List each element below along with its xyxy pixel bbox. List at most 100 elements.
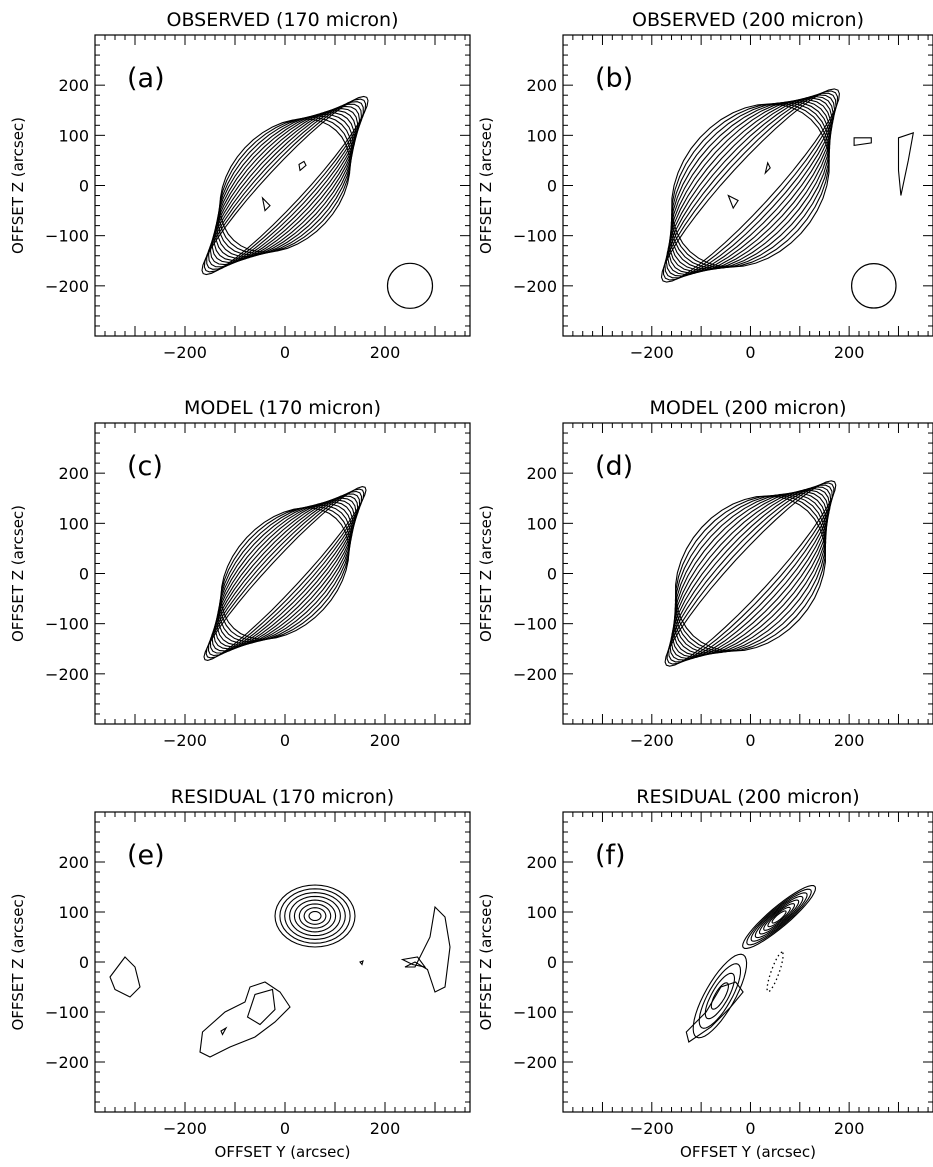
y-tick-label: 200	[58, 853, 89, 872]
x-tick-label: 0	[280, 731, 290, 750]
contour-line	[289, 895, 341, 937]
x-tick-label: 0	[280, 343, 290, 362]
y-tick-label: 100	[526, 903, 557, 922]
contour-line	[213, 110, 357, 261]
contour-line	[754, 895, 804, 939]
contour-line	[675, 495, 826, 652]
contour-line	[209, 105, 361, 266]
contour-line	[673, 491, 828, 656]
y-axis-label: OFFSET Z (arcsec)	[9, 117, 27, 254]
contour-line	[746, 888, 812, 946]
contour-line	[670, 487, 831, 660]
y-tick-label: −100	[513, 1003, 557, 1022]
x-tick-label: 0	[745, 343, 755, 362]
y-tick-label: −200	[45, 665, 89, 684]
y-axis-label: OFFSET Z (arcsec)	[477, 893, 495, 1030]
contour-line	[199, 981, 291, 1058]
contour-line	[404, 905, 451, 993]
y-axis-label: OFFSET Z (arcsec)	[9, 893, 27, 1030]
contour-line	[201, 95, 369, 276]
contour-line	[670, 101, 831, 270]
panel-title: MODEL (200 micron)	[649, 397, 846, 419]
contour-line	[671, 103, 830, 268]
panel-label: (d)	[595, 451, 633, 482]
contour-line	[218, 117, 352, 254]
contour-line	[669, 486, 832, 661]
contour-line	[669, 100, 831, 271]
x-tick-label: 200	[834, 1119, 865, 1138]
y-tick-label: 100	[58, 903, 89, 922]
contour-line	[667, 95, 834, 276]
contour-line	[758, 899, 800, 935]
y-tick-label: −100	[45, 1003, 89, 1022]
contour-line	[217, 115, 353, 256]
contour-line	[763, 903, 796, 931]
x-tick-label: 200	[370, 731, 401, 750]
x-tick-label: −200	[630, 1119, 674, 1138]
panel-title: OBSERVED (170 micron)	[167, 9, 399, 31]
contour-group	[664, 480, 837, 667]
contour-group	[203, 486, 367, 661]
contour-line	[710, 982, 729, 1010]
contour-group	[685, 885, 817, 1043]
y-axis-label: OFFSET Z (arcsec)	[9, 505, 27, 642]
y-tick-label: 200	[526, 853, 557, 872]
contour-line	[727, 194, 739, 210]
contour-line	[853, 137, 872, 147]
contour-line	[671, 102, 830, 269]
panel-title: OBSERVED (200 micron)	[632, 9, 864, 31]
contour-line	[742, 885, 817, 949]
y-tick-label: 0	[79, 953, 89, 972]
contour-line	[359, 960, 364, 966]
panel-label: (f)	[595, 840, 626, 871]
y-tick-label: 100	[58, 514, 89, 533]
y-tick-label: −100	[45, 227, 89, 246]
contour-line	[766, 951, 784, 993]
y-tick-label: 0	[547, 565, 557, 584]
panel-a: OBSERVED (170 micron) (a) −200 0 200 −200 −100…	[9, 9, 471, 362]
y-tick-label: −200	[513, 665, 557, 684]
y-tick-label: −200	[513, 277, 557, 296]
contour-line	[279, 888, 351, 944]
panel-b: OBSERVED (200 micron) (b) −200 0 200 −200 −100…	[477, 9, 933, 362]
x-tick-label: −200	[163, 731, 207, 750]
contour-line	[674, 493, 827, 654]
y-tick-label: 0	[547, 953, 557, 972]
x-tick-label: −200	[630, 343, 674, 362]
panel-label: (a)	[127, 63, 165, 94]
contour-line	[209, 493, 361, 654]
contour-line	[220, 1026, 228, 1036]
contour-line	[674, 494, 827, 653]
y-tick-label: 200	[526, 76, 557, 95]
beam-circle	[386, 262, 434, 309]
panel-e: RESIDUAL (170 micron) (e) −200 0 200 −200 −100…	[9, 786, 471, 1161]
panel-label: (c)	[127, 451, 163, 482]
contour-line	[217, 503, 353, 644]
contour-line	[662, 90, 839, 281]
contour-line	[274, 884, 356, 948]
contour-line	[203, 486, 367, 661]
contour-line	[215, 112, 355, 259]
y-tick-label: 0	[547, 177, 557, 196]
contour-line	[674, 494, 827, 653]
x-tick-label: 0	[745, 731, 755, 750]
y-tick-label: 0	[79, 565, 89, 584]
contour-line	[206, 101, 364, 270]
x-tick-label: 200	[834, 343, 865, 362]
panel-d: MODEL (200 micron) (d) −200 0 200 −200 −100 0 10…	[477, 397, 933, 750]
contour-group	[660, 88, 915, 283]
panel-title: RESIDUAL (170 micron)	[171, 786, 394, 808]
contour-line	[220, 507, 350, 640]
contour-line	[211, 495, 359, 652]
contour-line	[692, 953, 748, 1039]
x-tick-label: 200	[370, 343, 401, 362]
panel-f: RESIDUAL (200 micron) (f) −200 0 200 −200 −100…	[477, 786, 933, 1161]
contour-line	[216, 113, 354, 258]
x-tick-label: 0	[280, 1119, 290, 1138]
contour-line	[303, 907, 327, 925]
panel-title: MODEL (170 micron)	[184, 397, 381, 419]
contour-line	[215, 499, 355, 648]
y-tick-label: 200	[58, 464, 89, 483]
panel-title: RESIDUAL (200 micron)	[636, 786, 859, 808]
